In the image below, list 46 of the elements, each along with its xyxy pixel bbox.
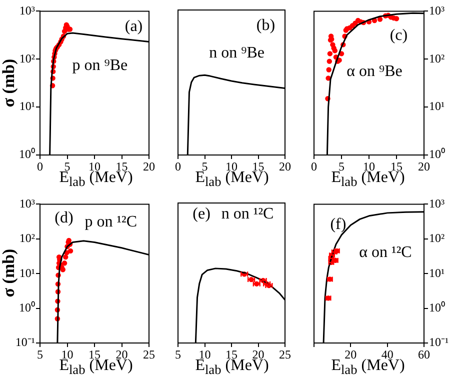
y2-tick-label: 10¹ bbox=[429, 99, 445, 114]
x-tick-label: 60 bbox=[418, 347, 430, 362]
annotation: α on ¹²C bbox=[359, 244, 412, 261]
y2-tick-label: 10⁻¹ bbox=[429, 335, 449, 350]
y2-tick-label: 10² bbox=[429, 231, 445, 246]
x-tick-label: 20 bbox=[418, 159, 430, 174]
y-tick-label: 10² bbox=[19, 231, 36, 246]
annotation: (f) bbox=[330, 216, 346, 234]
annotation: p on ⁹Be bbox=[72, 57, 128, 74]
y-tick-label: 10⁻¹ bbox=[15, 335, 36, 350]
x-tick-label: 0 bbox=[311, 159, 317, 174]
y-tick-label: 10² bbox=[19, 51, 36, 66]
annotation: (e) bbox=[192, 205, 210, 222]
y-axis-title: σ (mb) bbox=[0, 57, 18, 109]
y-tick-label: 10¹ bbox=[19, 99, 36, 114]
y2-tick-label: 10³ bbox=[429, 196, 445, 210]
annotation: (c) bbox=[390, 26, 408, 44]
y-tick-label: 10⁰ bbox=[19, 147, 35, 162]
x-tick-label: 25 bbox=[279, 347, 291, 362]
y-tick-label: 10⁰ bbox=[19, 300, 35, 314]
x-tick-label: 20 bbox=[344, 347, 357, 362]
y-tick-label: 10¹ bbox=[19, 266, 36, 280]
y2-tick-label: 10¹ bbox=[429, 266, 445, 280]
x-tick-label: 0 bbox=[175, 159, 181, 174]
annotation: (b) bbox=[256, 17, 276, 34]
y2-tick-label: 10³ bbox=[429, 3, 445, 18]
y-tick-label: 10³ bbox=[19, 3, 36, 18]
x-tick-label: 5 bbox=[37, 347, 43, 362]
y2-tick-label: 10² bbox=[429, 51, 445, 66]
annotation: n on ¹²C bbox=[221, 205, 274, 222]
x-tick-label: 0 bbox=[37, 159, 43, 174]
annotation: n on ⁹Be bbox=[209, 44, 265, 62]
annotation: (a) bbox=[124, 18, 143, 36]
annotation: p on ¹²C bbox=[84, 213, 137, 230]
x-tick-label: 20 bbox=[143, 159, 155, 174]
x-tick-label: 20 bbox=[279, 159, 291, 174]
x-tick-label: 5 bbox=[175, 347, 181, 362]
y-axis-title: σ (mb) bbox=[0, 248, 18, 300]
y2-tick-label: 10⁰ bbox=[429, 147, 445, 162]
x-tick-label: 5 bbox=[202, 159, 208, 174]
y2-tick-label: 10⁰ bbox=[429, 300, 445, 314]
y-tick-label: 10³ bbox=[19, 196, 36, 210]
x-tick-label: 5 bbox=[338, 159, 344, 174]
annotation: α on ⁹Be bbox=[346, 62, 402, 80]
x-tick-label: 25 bbox=[143, 347, 155, 362]
annotation: (d) bbox=[54, 209, 74, 226]
